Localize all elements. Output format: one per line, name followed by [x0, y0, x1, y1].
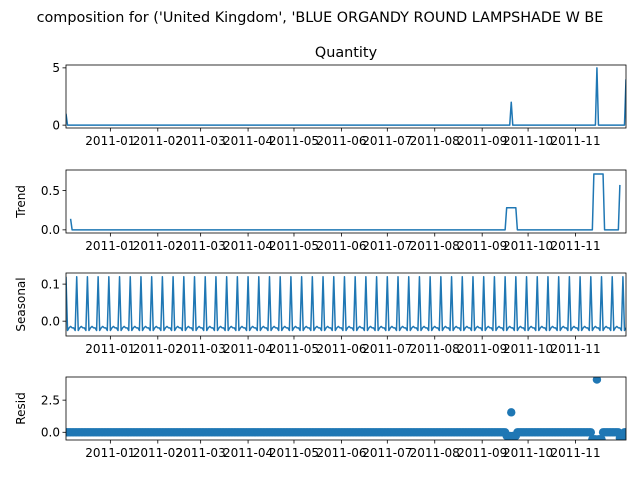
resid-ytick-label: 0.0 [41, 426, 60, 440]
resid-point [586, 428, 596, 437]
trend-series-line [69, 173, 621, 231]
resid-axes-frame [65, 376, 627, 441]
resid-ylabel: Resid [14, 392, 28, 424]
resid-xtick-label: 2011-10 [503, 446, 553, 460]
seasonal-xtick-label: 2011-04 [223, 342, 273, 356]
trend-plot-area [69, 173, 621, 231]
seasonal-xtick-label: 2011-03 [176, 342, 226, 356]
seasonal-series-line [66, 275, 626, 332]
observed-panel-title: Quantity [315, 45, 378, 61]
observed-xtick-label: 2011-06 [316, 134, 366, 148]
seasonal-xtick-label: 2011-08 [410, 342, 460, 356]
subplot-panels: 052011-012011-022011-032011-042011-05201… [14, 45, 627, 460]
observed-xtick-label: 2011-09 [457, 134, 507, 148]
trend-axes-frame [65, 169, 627, 234]
resid-plot-area [66, 377, 626, 440]
panel-trend: 0.00.52011-012011-022011-032011-042011-0… [14, 169, 627, 253]
observed-xtick-label: 2011-11 [550, 134, 600, 148]
seasonal-xtick-label: 2011-11 [550, 342, 600, 356]
resid-xtick-label: 2011-07 [362, 446, 412, 460]
observed-xtick-label: 2011-03 [176, 134, 226, 148]
trend-xtick-label: 2011-08 [410, 239, 460, 253]
resid-point [507, 408, 516, 417]
panel-resid: 0.02.52011-012011-022011-032011-042011-0… [14, 376, 627, 460]
trend-xtick-label: 2011-06 [316, 239, 366, 253]
seasonal-xtick-label: 2011-05 [269, 342, 319, 356]
resid-point [592, 377, 602, 384]
trend-xtick-label: 2011-10 [503, 239, 553, 253]
trend-ytick-label: 0.5 [41, 184, 60, 198]
trend-xtick-label: 2011-11 [550, 239, 600, 253]
trend-xtick-label: 2011-09 [457, 239, 507, 253]
resid-xtick-label: 2011-11 [550, 446, 600, 460]
trend-ytick-label: 0.0 [41, 223, 60, 237]
figure-title: composition for ('United Kingdom', 'BLUE… [37, 10, 604, 26]
seasonal-xtick-label: 2011-09 [457, 342, 507, 356]
observed-xtick-label: 2011-02 [133, 134, 183, 148]
resid-xtick-label: 2011-02 [133, 446, 183, 460]
observed-series-line [66, 67, 626, 126]
resid-xtick-label: 2011-05 [269, 446, 319, 460]
resid-xtick-label: 2011-09 [457, 446, 507, 460]
observed-ytick-label: 5 [52, 61, 60, 75]
resid-xtick-label: 2011-03 [176, 446, 226, 460]
observed-plot-area [66, 67, 626, 126]
resid-xtick-label: 2011-01 [85, 446, 135, 460]
trend-xtick-label: 2011-07 [362, 239, 412, 253]
panel-observed: 052011-012011-022011-032011-042011-05201… [52, 45, 627, 148]
observed-xtick-label: 2011-01 [85, 134, 135, 148]
seasonal-ytick-label: 0.0 [41, 314, 60, 328]
seasonal-xtick-label: 2011-06 [316, 342, 366, 356]
seasonal-xtick-label: 2011-01 [85, 342, 135, 356]
trend-xtick-label: 2011-02 [133, 239, 183, 253]
seasonal-plot-area [66, 275, 626, 332]
trend-xtick-label: 2011-01 [85, 239, 135, 253]
observed-xtick-label: 2011-04 [223, 134, 273, 148]
seasonal-ytick-label: 0.1 [41, 277, 60, 291]
seasonal-ylabel: Seasonal [14, 277, 28, 331]
seasonal-axes-frame [65, 272, 627, 337]
observed-axes-frame [65, 64, 627, 129]
resid-xtick-label: 2011-04 [223, 446, 273, 460]
panel-seasonal: 0.00.12011-012011-022011-032011-042011-0… [14, 272, 627, 356]
seasonal-xtick-label: 2011-10 [503, 342, 553, 356]
observed-xtick-label: 2011-05 [269, 134, 319, 148]
observed-ytick-label: 0 [52, 118, 60, 132]
seasonal-xtick-label: 2011-07 [362, 342, 412, 356]
trend-xtick-label: 2011-03 [176, 239, 226, 253]
observed-xtick-label: 2011-10 [503, 134, 553, 148]
resid-xtick-label: 2011-08 [410, 446, 460, 460]
trend-ylabel: Trend [14, 185, 28, 219]
resid-ytick-label: 2.5 [41, 393, 60, 407]
observed-xtick-label: 2011-07 [362, 134, 412, 148]
trend-xtick-label: 2011-04 [223, 239, 273, 253]
observed-xtick-label: 2011-08 [410, 134, 460, 148]
trend-xtick-label: 2011-05 [269, 239, 319, 253]
resid-point [621, 428, 626, 437]
resid-xtick-label: 2011-06 [316, 446, 366, 460]
seasonal-xtick-label: 2011-02 [133, 342, 183, 356]
